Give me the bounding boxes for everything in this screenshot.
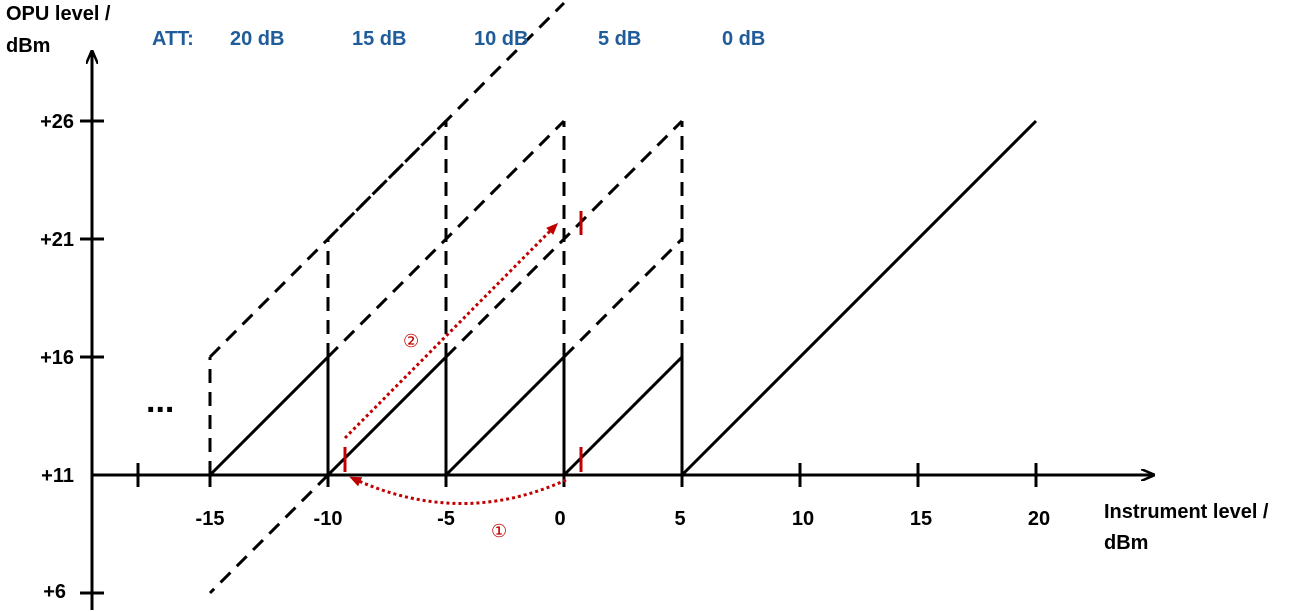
ellipsis: ... xyxy=(146,382,174,420)
step2-arrow xyxy=(343,222,559,440)
step2-label: ② xyxy=(403,331,419,351)
x-tick-label: 10 xyxy=(792,508,814,530)
dashed-response-lines xyxy=(208,1,684,595)
dashed-segment xyxy=(208,473,330,595)
solid-segment xyxy=(208,353,330,477)
solid-response-lines xyxy=(208,119,1038,477)
y-tick-label: +11 xyxy=(41,465,74,487)
att-level-label: 20 dB xyxy=(230,28,284,50)
x-tick-label: -15 xyxy=(196,508,225,530)
solid-segment xyxy=(444,353,566,477)
x-tick-label: 20 xyxy=(1028,508,1050,530)
x-tick-label: 15 xyxy=(910,508,932,530)
y-tick-label: +21 xyxy=(40,229,74,251)
step1-arrow xyxy=(349,476,567,505)
y-tick-label: +6 xyxy=(43,581,66,603)
dashed-segment xyxy=(562,237,684,359)
x-axis-title-line1: Instrument level / xyxy=(1104,501,1269,523)
y-axis-title-line2: dBm xyxy=(6,35,50,57)
x-tick-label: -10 xyxy=(314,508,343,530)
solid-segment xyxy=(680,119,1038,477)
red-markers xyxy=(343,211,583,472)
att-level-label: 10 dB xyxy=(474,28,528,50)
att-level-label: 0 dB xyxy=(722,28,765,50)
y-tick-label: +16 xyxy=(40,347,74,369)
y-tick-label: +26 xyxy=(40,111,74,133)
step1-label: ① xyxy=(491,521,507,541)
x-tick-label: 5 xyxy=(674,508,685,530)
x-axis-title-line2: dBm xyxy=(1104,532,1148,554)
x-tick-label: -5 xyxy=(437,508,455,530)
x-tick-label: 0 xyxy=(554,508,565,530)
att-level-label: 5 dB xyxy=(598,28,641,50)
att-level-label: 15 dB xyxy=(352,28,406,50)
att-prefix: ATT: xyxy=(152,28,194,50)
y-axis-title-line1: OPU level / xyxy=(6,3,111,25)
